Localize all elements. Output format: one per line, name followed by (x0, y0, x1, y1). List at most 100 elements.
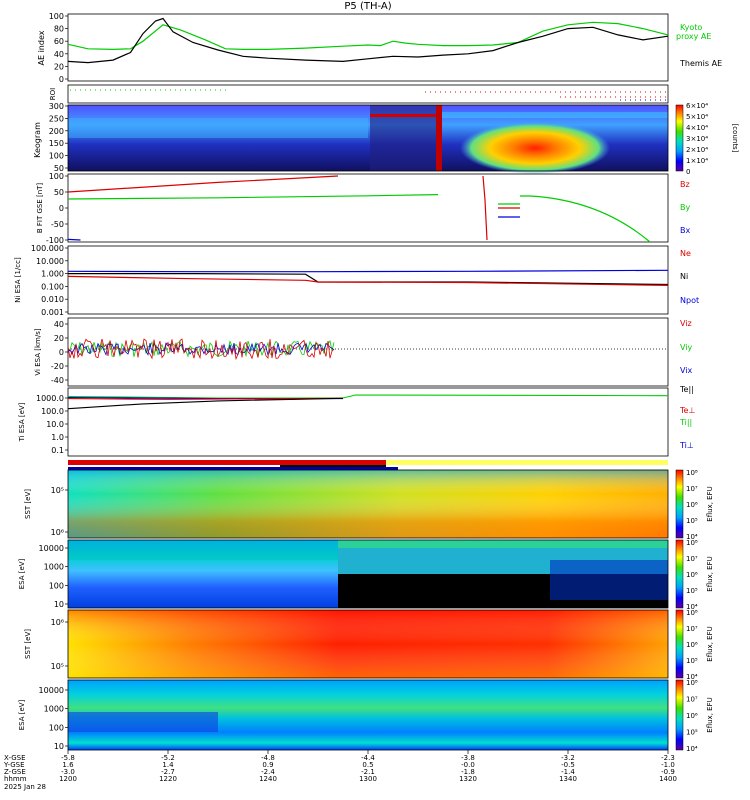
mode-bar-red (68, 460, 386, 465)
axis-table-cell: -4.8 (261, 754, 275, 762)
axis-table-cell: -5.8 (61, 754, 75, 762)
keogram-ytick-label: 250 (49, 114, 64, 123)
ti-legend-te-par: Te|| (679, 385, 694, 394)
esa-e-ytick-label: 10000 (39, 544, 64, 553)
roi-ylabel: ROI (49, 88, 57, 100)
sst-i-colorbar-tick: 10⁶ (686, 641, 698, 649)
axis-table-cell: 1200 (59, 775, 77, 783)
axis-table: X-GSE Y-GSE Z-GSE hhmm 2025 Jan 28 -5.81… (3, 750, 677, 791)
row-label-xgse: X-GSE (4, 754, 26, 762)
axis-table-cell: -4.4 (361, 754, 375, 762)
esa-e-colorbar-tick: 10⁷ (686, 555, 698, 563)
ni-ytick-label: 10.000 (36, 257, 64, 266)
panel-vi: Vi ESA [km/s] -40 -20 0 20 40 Viz Viy Vix (34, 317, 693, 387)
ni-ylabel: Ni ESA [1/cc] (14, 257, 22, 303)
bfield-series-by (67, 194, 439, 200)
ae-ytick-label: 20 (54, 62, 64, 71)
esa-e-colorbar-tick: 10⁴ (686, 603, 698, 611)
keogram-colorbar-tick: 0 (686, 168, 690, 176)
keogram-ytick-label: 200 (49, 127, 64, 136)
bfield-ytick-label: -50 (51, 220, 64, 229)
panel-bfield: B FIT GSE [nT] -100 -50 0 50 100 Bz By Bx (36, 172, 690, 245)
esa-i-ylabel: ESA [eV] (18, 699, 26, 730)
ti-legend-ti-perp: Ti⊥ (679, 441, 694, 450)
axis-table-cell: -2.1 (361, 768, 375, 776)
axis-table-cell: 1240 (259, 775, 277, 783)
ti-ytick-label: 10.0 (46, 420, 64, 429)
axis-table-cell: -0.0 (461, 761, 475, 769)
axis-table-cell: -5.2 (161, 754, 175, 762)
keogram-colorbar-tick: 4×10⁴ (686, 124, 708, 132)
esa-e-ytick-label: 10 (54, 600, 64, 609)
axis-table-cell: 1300 (359, 775, 377, 783)
bfield-series-bx (67, 238, 81, 241)
axis-table-cell: 1320 (459, 775, 477, 783)
panel-roi: ROI (49, 84, 669, 104)
vi-ytick-label: 0 (59, 348, 64, 357)
esa-i-ytick-label: 1000 (44, 705, 64, 714)
ti-ylabel: Ti ESA [eV] (18, 402, 26, 442)
axis-table-cell: -0.9 (661, 768, 675, 776)
bfield-ytick-label: 50 (54, 188, 64, 197)
vi-ylabel: Vi ESA [km/s] (34, 328, 42, 375)
ti-legend-te-perp: Te⊥ (679, 406, 695, 415)
bfield-series-bz (67, 175, 339, 193)
esa-i-ytick-label: 10000 (39, 686, 64, 695)
axis-table-cell: -2.7 (161, 768, 175, 776)
axis-table-cell: -3.8 (461, 754, 475, 762)
sst-e-ytick-label: 10⁵ (51, 486, 64, 495)
bfield-legend-bz: Bz (680, 180, 690, 189)
bfield-ytick-label: -100 (46, 236, 64, 245)
ae-ytick-label: 60 (54, 37, 64, 46)
esa-e-colorbar-tick: 10⁸ (686, 539, 698, 547)
sst-e-colorbar-label: Eflux, EFU (706, 486, 714, 521)
ni-ytick-label: 100.000 (31, 244, 64, 253)
ni-ytick-label: 0.010 (41, 295, 64, 304)
esa-e-ylabel: ESA [eV] (18, 558, 26, 589)
esa-i-ytick-label: 10 (54, 742, 64, 751)
bfield-ytick-label: 0 (59, 204, 64, 213)
bfield-ytick-label: 100 (49, 172, 64, 181)
ae-legend-kyoto: Kyoto (680, 23, 702, 32)
ni-ytick-label: 0.100 (41, 282, 64, 291)
keogram-colorbar-tick: 5×10⁴ (686, 113, 708, 121)
ni-ytick-label: 0.001 (41, 308, 64, 317)
esa-i-colorbar-tick: 10⁵ (686, 729, 698, 737)
ti-ytick-label: 1.0 (51, 433, 64, 442)
esa-i-colorbar-label: Eflux, EFU (706, 697, 714, 732)
axis-table-cell: 1220 (159, 775, 177, 783)
axis-table-cell: 1.4 (162, 761, 174, 769)
ae-ytick-label: 40 (54, 50, 64, 59)
esa-i-ytick-label: 100 (49, 723, 64, 732)
axis-table-cell: 1340 (559, 775, 577, 783)
axis-table-cell: 1400 (659, 775, 677, 783)
ni-legend-ni: Ni (680, 272, 688, 281)
keogram-ytick-label: 100 (49, 152, 64, 161)
axis-table-cell: 0.9 (262, 761, 273, 769)
sst-i-ytick-label: 10⁵ (51, 662, 64, 671)
mode-bar-yellow (386, 460, 668, 465)
mode-bar-blue (68, 467, 398, 470)
panel-ae: AE index 0 20 40 60 80 100 Kyoto proxy AE The… (37, 12, 722, 84)
row-label-ygse: Y-GSE (3, 761, 25, 769)
vi-ytick-label: 40 (54, 320, 64, 329)
ni-series-ne (67, 275, 669, 286)
bfield-legend-bx: Bx (680, 226, 690, 235)
sst-i-colorbar-label: Eflux, EFU (706, 626, 714, 661)
row-label-hhmm: hhmm (4, 775, 27, 783)
sst-i-colorbar-tick: 10⁷ (686, 625, 698, 633)
sst-i-colorbar-tick: 10⁵ (686, 657, 698, 665)
esa-e-ytick-label: 1000 (44, 563, 64, 572)
axis-table-cell: -3.2 (561, 754, 575, 762)
panel-keogram: Keogram 50 100 150 200 250 300 0 1×10⁴ 2×10⁴ 3×1… (33, 102, 739, 176)
sst-e-colorbar-tick: 10⁸ (686, 469, 698, 477)
keogram-colorbar-tick: 6×10⁴ (686, 102, 708, 110)
ni-series-npot (67, 269, 669, 273)
ni-legend-npot: Npot (680, 296, 699, 305)
ae-ytick-label: 0 (59, 75, 64, 84)
ti-series-ti-par (67, 394, 669, 399)
vi-ytick-label: -40 (51, 376, 64, 385)
